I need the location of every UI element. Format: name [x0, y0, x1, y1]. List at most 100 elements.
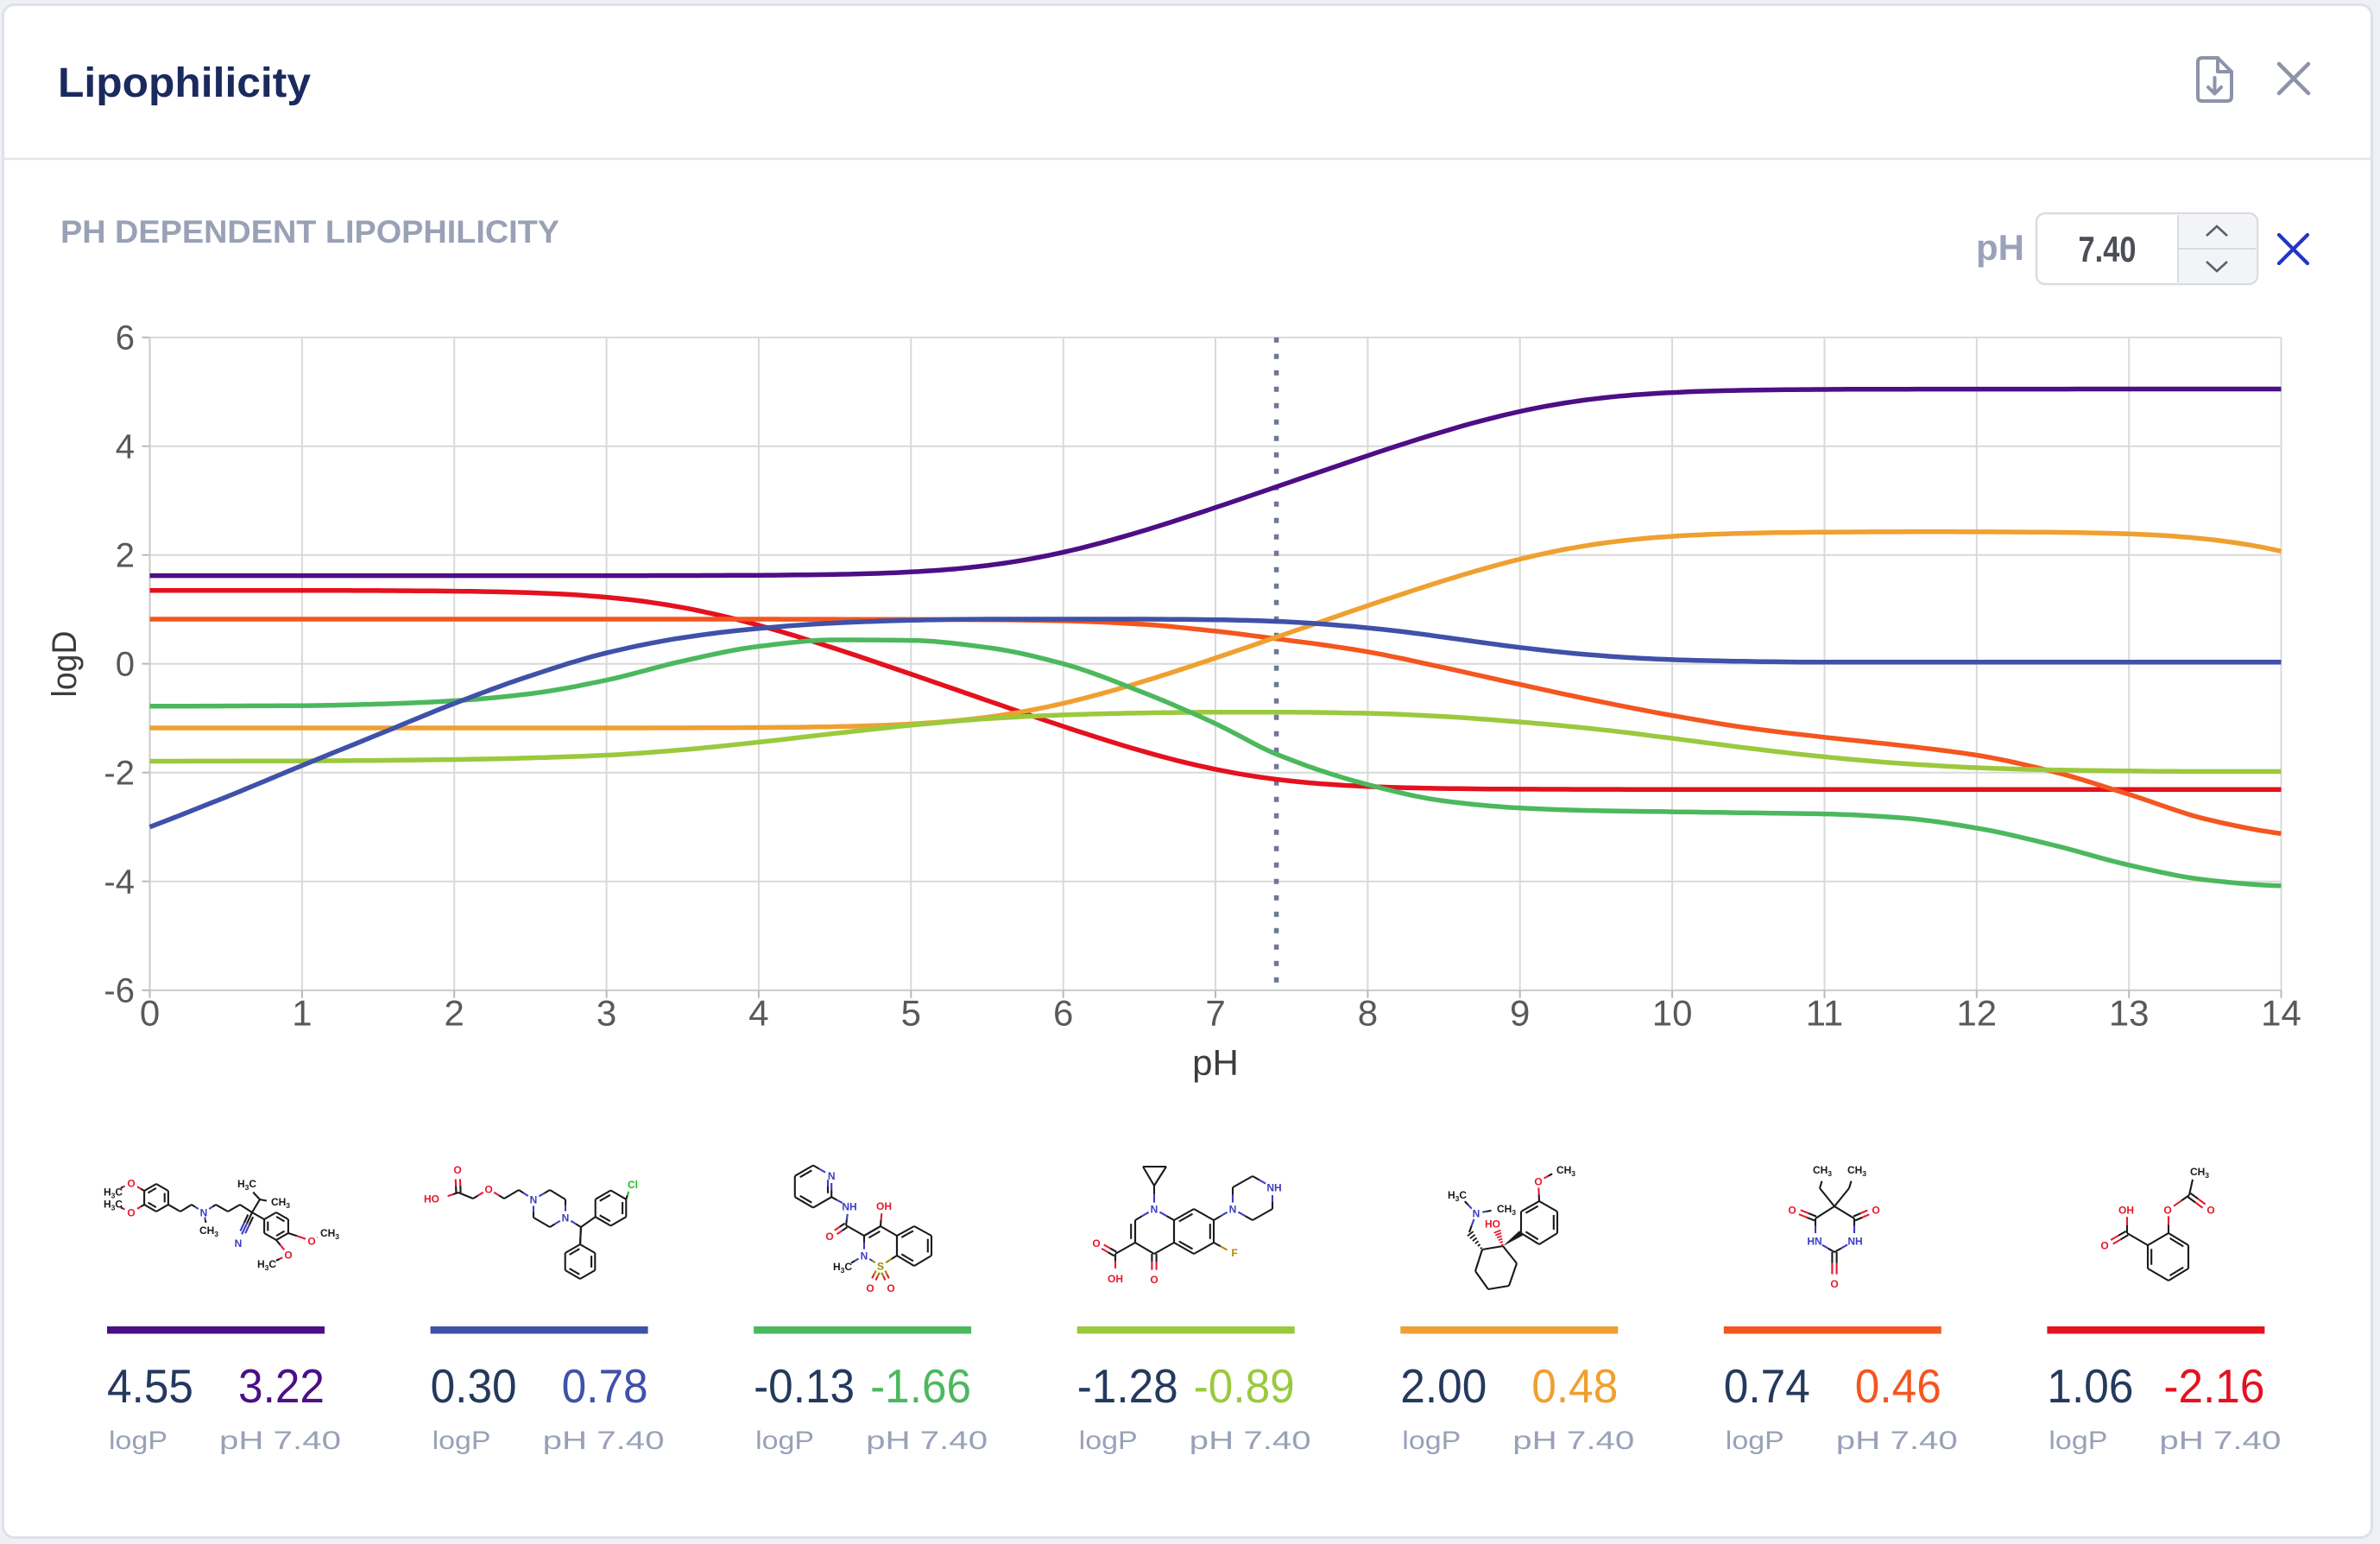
svg-text:logP: logP [1726, 1427, 1784, 1455]
svg-text:HO: HO [1485, 1218, 1500, 1231]
svg-text:pH: pH [1976, 227, 2024, 268]
svg-text:3: 3 [597, 993, 616, 1034]
svg-text:O: O [284, 1250, 292, 1262]
svg-text:PH DEPENDENT LIPOPHILICITY: PH DEPENDENT LIPOPHILICITY [60, 214, 559, 250]
svg-text:OH: OH [2118, 1205, 2134, 1217]
svg-text:H3C: H3C [237, 1178, 256, 1192]
svg-text:2: 2 [116, 537, 135, 575]
svg-text:O: O [825, 1231, 833, 1243]
svg-text:H3C: H3C [257, 1258, 276, 1272]
svg-text:logP: logP [1402, 1427, 1461, 1455]
svg-text:NH: NH [842, 1201, 856, 1213]
svg-text:logP: logP [1079, 1427, 1138, 1455]
svg-text:N: N [200, 1207, 208, 1219]
svg-text:8: 8 [1358, 993, 1378, 1034]
svg-text:O: O [1830, 1278, 1838, 1290]
svg-text:0.48: 0.48 [1531, 1359, 1618, 1413]
svg-text:N: N [562, 1212, 570, 1224]
svg-text:O: O [887, 1282, 894, 1294]
svg-text:O: O [484, 1184, 492, 1196]
svg-text:1: 1 [292, 993, 312, 1034]
svg-text:10: 10 [1652, 993, 1693, 1034]
svg-text:12: 12 [1956, 993, 1997, 1034]
svg-text:pH 7.40: pH 7.40 [219, 1427, 341, 1455]
svg-text:NH: NH [1847, 1236, 1862, 1248]
svg-text:O: O [2163, 1205, 2171, 1217]
svg-text:logP: logP [109, 1427, 167, 1455]
svg-text:11: 11 [1806, 993, 1844, 1034]
svg-text:pH 7.40: pH 7.40 [543, 1427, 665, 1455]
svg-text:-1.66: -1.66 [870, 1359, 971, 1413]
svg-text:O: O [127, 1207, 135, 1219]
svg-text:F: F [1231, 1247, 1237, 1259]
svg-text:-2: -2 [104, 755, 135, 793]
svg-text:O: O [453, 1164, 461, 1176]
svg-text:6: 6 [1053, 993, 1073, 1034]
svg-text:N: N [1151, 1204, 1158, 1216]
svg-text:3.22: 3.22 [238, 1359, 325, 1413]
svg-text:O: O [2206, 1205, 2214, 1217]
svg-text:pH 7.40: pH 7.40 [1190, 1427, 1311, 1455]
svg-text:HN: HN [1807, 1236, 1821, 1248]
svg-text:pH: pH [1192, 1042, 1239, 1083]
svg-text:0.74: 0.74 [1724, 1359, 1810, 1413]
svg-text:0: 0 [116, 646, 135, 684]
svg-text:6: 6 [116, 320, 135, 358]
svg-text:logD: logD [46, 631, 84, 698]
svg-text:4.55: 4.55 [107, 1359, 193, 1413]
svg-text:CH3: CH3 [199, 1224, 218, 1238]
svg-text:0.78: 0.78 [562, 1359, 648, 1413]
svg-text:O: O [1872, 1205, 1879, 1217]
svg-text:N: N [235, 1237, 243, 1250]
svg-text:N: N [1473, 1208, 1480, 1220]
svg-text:pH 7.40: pH 7.40 [1836, 1427, 1958, 1455]
svg-text:CH3: CH3 [320, 1227, 339, 1241]
svg-text:logP: logP [755, 1427, 814, 1455]
svg-text:pH 7.40: pH 7.40 [2159, 1427, 2281, 1455]
svg-text:13: 13 [2109, 993, 2150, 1034]
svg-text:H3C: H3C [833, 1261, 852, 1275]
svg-text:S: S [877, 1261, 884, 1273]
svg-text:N: N [861, 1250, 868, 1262]
svg-text:N: N [1229, 1204, 1237, 1216]
svg-text:O: O [1150, 1274, 1158, 1286]
svg-text:0.46: 0.46 [1855, 1359, 1941, 1413]
svg-text:O: O [1788, 1205, 1796, 1217]
svg-text:14: 14 [2261, 993, 2301, 1034]
svg-text:OH: OH [1108, 1273, 1123, 1285]
svg-text:CH3: CH3 [1847, 1164, 1866, 1178]
svg-text:0.30: 0.30 [431, 1359, 517, 1413]
svg-text:CH3: CH3 [271, 1196, 290, 1210]
svg-text:-1.28: -1.28 [1077, 1359, 1178, 1413]
svg-text:CH3: CH3 [2190, 1166, 2209, 1180]
svg-text:1.06: 1.06 [2047, 1359, 2133, 1413]
svg-text:7: 7 [1205, 993, 1225, 1034]
svg-text:O: O [1534, 1176, 1542, 1188]
svg-text:H3C: H3C [1448, 1189, 1467, 1203]
svg-text:2: 2 [445, 993, 464, 1034]
svg-text:OH: OH [876, 1200, 892, 1212]
svg-text:O: O [2100, 1240, 2108, 1252]
svg-text:O: O [307, 1236, 315, 1248]
svg-text:-0.89: -0.89 [1194, 1359, 1295, 1413]
svg-text:HO: HO [424, 1193, 439, 1205]
svg-text:-2.16: -2.16 [2163, 1359, 2264, 1413]
svg-text:-4: -4 [104, 864, 135, 902]
svg-text:9: 9 [1510, 993, 1530, 1034]
svg-text:logP: logP [2049, 1427, 2107, 1455]
svg-text:logP: logP [432, 1427, 491, 1455]
svg-text:H3C: H3C [104, 1186, 123, 1200]
svg-text:Cl: Cl [628, 1179, 638, 1191]
svg-text:4: 4 [748, 993, 768, 1034]
svg-text:CH3: CH3 [1556, 1164, 1575, 1178]
svg-text:NH: NH [1266, 1182, 1281, 1194]
svg-text:H3C: H3C [104, 1199, 123, 1212]
svg-text:CH3: CH3 [1497, 1203, 1516, 1217]
svg-text:N: N [530, 1194, 538, 1206]
svg-text:O: O [866, 1282, 874, 1294]
svg-text:0: 0 [140, 993, 160, 1034]
svg-text:2.00: 2.00 [1400, 1359, 1487, 1413]
svg-text:7.40: 7.40 [2079, 229, 2137, 269]
svg-text:-0.13: -0.13 [754, 1359, 855, 1413]
svg-text:N: N [828, 1170, 836, 1182]
